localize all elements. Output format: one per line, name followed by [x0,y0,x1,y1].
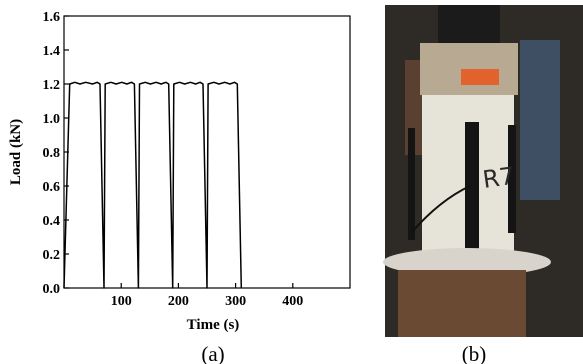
series-line [63,81,243,289]
specimen-label: R7 [481,162,517,194]
bottom-platen [383,248,551,276]
machine-base [398,270,526,337]
lvdt-rod-center [465,122,479,272]
y-tick-label: 0.4 [43,214,61,229]
specimen-photo: R7 [383,5,583,337]
panel-label-a: (a) [201,342,224,364]
x-tick-label: 400 [282,294,303,309]
x-tick-label: 200 [168,294,189,309]
x-tick-label: 300 [225,294,246,309]
orange-tag [461,69,499,85]
y-tick-label: 0.0 [43,282,61,297]
y-axis-title: Load (kN) [8,119,24,185]
sensor-cable [411,185,471,233]
y-tick-label: 1.4 [43,44,61,59]
panel-label-b: (b) [462,342,487,364]
y-axis-ticks: 0.0 0.2 0.4 0.6 0.8 1.0 1.2 1.4 1.6 [43,10,69,297]
y-tick-label: 1.2 [43,78,61,93]
x-axis-title: Time (s) [187,317,240,333]
y-tick-label: 1.6 [43,10,61,25]
y-tick-label: 0.8 [43,146,61,161]
y-tick-label: 0.2 [43,248,61,263]
lvdt-rod-right [508,125,516,233]
x-tick-label: 100 [111,294,132,309]
y-tick-label: 0.6 [43,180,61,195]
x-axis-ticks: 100 200 300 400 [111,283,303,309]
right-machine-frame [520,40,560,200]
lvdt-rod-left [408,128,415,240]
y-tick-label: 1.0 [43,112,61,127]
loading-ram [438,5,500,45]
load-time-chart: 0.0 0.2 0.4 0.6 0.8 1.0 1.2 1.4 1.6 100 200 300 400… [8,10,351,333]
